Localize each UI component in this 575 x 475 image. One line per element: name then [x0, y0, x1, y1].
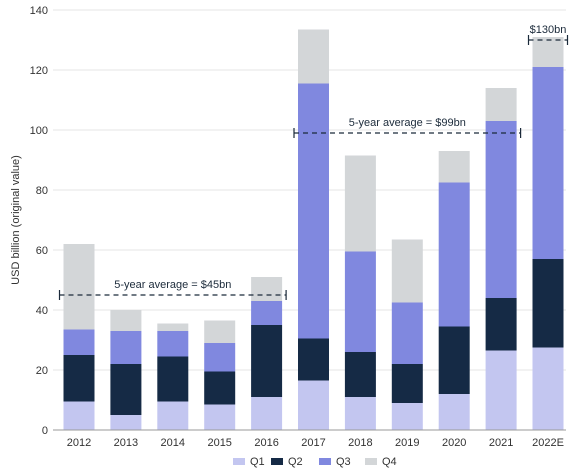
- bar-segment-q2-2019: [391, 364, 423, 403]
- bar-segment-q3-2012: [63, 329, 95, 355]
- bar-segment-q1-2018: [344, 397, 376, 430]
- y-axis-label: USD billion (original value): [10, 155, 22, 285]
- bar-segment-q1-2012: [63, 401, 95, 430]
- bar-segment-q3-2022e: [532, 67, 564, 259]
- legend-swatch-q3: [319, 458, 331, 465]
- x-tick-label: 2012: [67, 437, 91, 449]
- x-tick-label: 2015: [207, 437, 231, 449]
- bar-segment-q2-2022e: [532, 259, 564, 348]
- bar-segment-q2-2012: [63, 355, 95, 402]
- average-label: $130bn: [530, 24, 567, 36]
- bar-segment-q1-2020: [438, 394, 470, 430]
- bar-segment-q4-2012: [63, 244, 95, 330]
- legend-label-q1: Q1: [250, 456, 265, 468]
- bar-segment-q1-2013: [110, 415, 142, 430]
- legend-swatch-q2: [271, 458, 283, 465]
- bar-segment-q3-2020: [438, 182, 470, 327]
- average-label: 5-year average = $45bn: [114, 279, 231, 291]
- bar-segment-q4-2019: [391, 239, 423, 303]
- bar-segment-q1-2019: [391, 403, 423, 430]
- x-tick-label: 2021: [489, 437, 513, 449]
- bar-segment-q2-2016: [251, 325, 283, 397]
- y-tick-label: 120: [30, 65, 48, 77]
- legend-label-q4: Q4: [382, 456, 397, 468]
- bar-segment-q1-2016: [251, 397, 283, 430]
- bar-segment-q4-2020: [438, 151, 470, 183]
- bar-segment-q4-2015: [204, 320, 236, 343]
- legend-label-q2: Q2: [288, 456, 303, 468]
- bar-segment-q4-2013: [110, 310, 142, 331]
- bar-segment-q4-2018: [344, 155, 376, 252]
- bar-segment-q2-2013: [110, 364, 142, 415]
- bars: [63, 29, 564, 430]
- bar-segment-q2-2018: [344, 352, 376, 397]
- bar-segment-q3-2016: [251, 301, 283, 325]
- bar-segment-q2-2014: [157, 356, 189, 402]
- y-tick-label: 20: [36, 365, 48, 377]
- bar-segment-q4-2016: [251, 277, 283, 301]
- bar-segment-q2-2020: [438, 326, 470, 394]
- bar-segment-q2-2021: [485, 298, 517, 351]
- average-label: 5-year average = $99bn: [349, 117, 466, 129]
- x-tick-label: 2020: [442, 437, 466, 449]
- bar-segment-q2-2015: [204, 371, 236, 405]
- bar-segment-q3-2021: [485, 121, 517, 298]
- bar-segment-q1-2022e: [532, 347, 564, 430]
- legend-swatch-q4: [365, 458, 377, 465]
- bar-segment-q3-2018: [344, 251, 376, 352]
- bar-segment-q3-2013: [110, 331, 142, 364]
- x-tick-label: 2018: [348, 437, 372, 449]
- x-tick-label: 2019: [395, 437, 419, 449]
- x-tick-label: 2016: [254, 437, 278, 449]
- bar-segment-q1-2015: [204, 404, 236, 430]
- bar-segment-q3-2017: [298, 83, 329, 339]
- legend: Q1 Q2 Q3 Q4: [233, 456, 397, 468]
- bar-segment-q3-2014: [157, 331, 189, 357]
- y-tick-label: 0: [42, 425, 48, 437]
- bar-segment-q4-2022e: [532, 37, 564, 67]
- bar-segment-q4-2014: [157, 323, 189, 331]
- bar-segment-q2-2017: [298, 338, 329, 381]
- x-tick-label: 2017: [301, 437, 325, 449]
- bar-segment-q3-2019: [391, 302, 423, 364]
- axes: 0 20 40 60 80 100 120 140 2012 2013 2014 2015 2016 20…: [30, 5, 566, 449]
- x-tick-label: 2014: [161, 437, 185, 449]
- bar-segment-q3-2015: [204, 343, 236, 372]
- y-tick-label: 60: [36, 245, 48, 257]
- y-tick-label: 80: [36, 185, 48, 197]
- x-tick-label: 2022E: [532, 437, 564, 449]
- bar-segment-q1-2014: [157, 401, 189, 430]
- average-annotations: 5-year average = $45bn 5-year average = $…: [58, 24, 569, 300]
- y-tick-label: 100: [30, 125, 48, 137]
- bar-segment-q4-2017: [298, 29, 329, 84]
- y-tick-label: 40: [36, 305, 48, 317]
- legend-label-q3: Q3: [336, 456, 351, 468]
- legend-swatch-q1: [233, 458, 245, 465]
- bar-segment-q1-2017: [298, 380, 329, 430]
- bar-segment-q4-2021: [485, 88, 517, 121]
- y-tick-label: 140: [30, 5, 48, 17]
- bar-segment-q1-2021: [485, 350, 517, 430]
- x-tick-label: 2013: [114, 437, 138, 449]
